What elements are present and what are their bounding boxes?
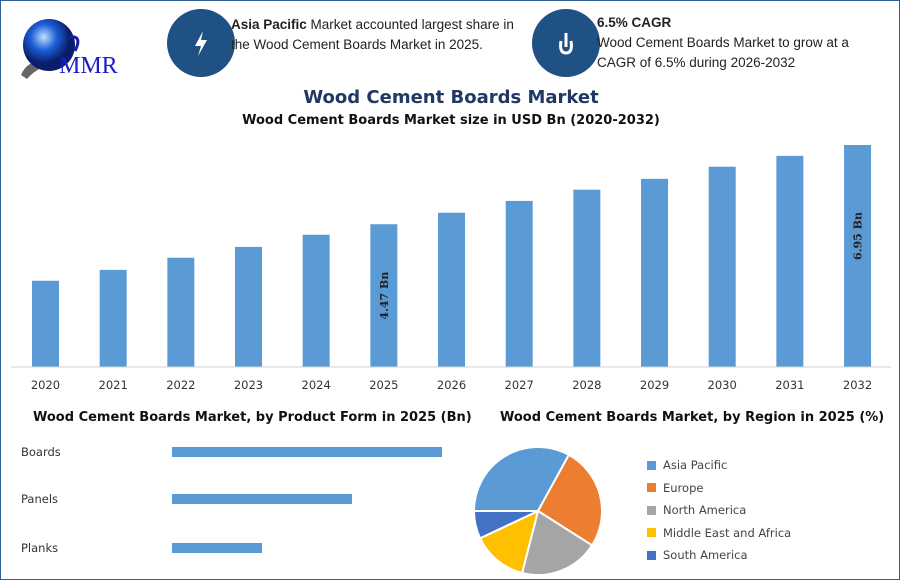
x-tick-label: 2021	[99, 378, 128, 392]
bar-2031	[776, 155, 804, 367]
bar-2029	[641, 178, 669, 367]
legend-item: Asia Pacific	[647, 458, 727, 472]
data-label: 6.95 Bn	[852, 212, 865, 260]
info1-text: Market accounted largest share in the Wo…	[231, 17, 514, 52]
bar-2028	[573, 189, 601, 367]
main-title: Wood Cement Boards Market	[303, 87, 599, 108]
category-label: Panels	[21, 492, 59, 506]
legend-item: Europe	[647, 481, 703, 495]
bar-boards	[172, 447, 442, 457]
x-tick-label: 2020	[31, 378, 60, 392]
legend-label: North America	[663, 503, 747, 517]
pie-slice-asia-pacific	[472, 446, 571, 512]
legend-swatch	[647, 483, 656, 492]
bar-2025	[370, 224, 398, 367]
legend-item: North America	[647, 503, 746, 517]
info-cagr: 6.5% CAGR Wood Cement Boards Market to g…	[597, 13, 887, 73]
legend-label: Asia Pacific	[663, 458, 728, 472]
legend-label: Europe	[663, 480, 704, 495]
market-size-bar-chart: 2020 2021 2022 2023 2024 2025 4.47 Bn 2026 2027 2…	[11, 145, 891, 392]
bar-2021	[99, 269, 127, 367]
legend-swatch	[647, 550, 656, 560]
category-label: Boards	[21, 445, 61, 459]
x-tick-label: 2023	[234, 378, 263, 392]
region-pie-chart	[472, 446, 603, 576]
x-tick-label: 2022	[166, 378, 195, 392]
pie-slice-middle-east-and-africa	[478, 509, 540, 575]
info-asia-pacific: Asia Pacific Market accounted largest sh…	[231, 15, 531, 55]
pie-slice-north-america	[520, 509, 594, 576]
info2-bold: 6.5% CAGR	[597, 15, 672, 30]
product-form-title: Wood Cement Boards Market, by Product Fo…	[33, 410, 472, 425]
bar-2023	[235, 246, 263, 367]
x-tick-label: 2031	[775, 378, 804, 392]
x-tick-label: 2027	[505, 378, 534, 392]
lightning-icon	[195, 31, 207, 56]
growth-icon-circle	[532, 9, 600, 77]
mmr-logo: MMR	[21, 19, 118, 79]
growth-icon	[559, 33, 573, 55]
legend-swatch	[647, 528, 656, 537]
bar-2026	[438, 212, 466, 367]
x-tick-label: 2032	[843, 378, 872, 392]
x-tick-label: 2026	[437, 378, 466, 392]
category-label: Planks	[21, 541, 59, 555]
x-tick-label: 2029	[640, 378, 669, 392]
bar-2022	[167, 257, 195, 367]
x-tick-label: 2024	[302, 378, 331, 392]
legend-label: South America	[663, 548, 748, 562]
legend-swatch	[647, 460, 656, 470]
lightning-icon-circle	[167, 9, 235, 77]
bar-2032	[844, 145, 872, 367]
info1-bold: Asia Pacific	[231, 17, 307, 32]
pie-slice-europe	[536, 453, 603, 547]
x-tick-label: 2030	[708, 378, 737, 392]
bar-planks	[172, 543, 263, 553]
x-tick-label: 2028	[572, 378, 601, 392]
bar-2027	[505, 200, 533, 367]
legend-item: Middle East and Africa	[647, 526, 791, 540]
pie-slice-south-america	[472, 510, 539, 540]
legend-swatch	[647, 505, 656, 515]
info2-text: Wood Cement Boards Market to grow at a C…	[597, 35, 849, 70]
x-tick-label: 2025	[369, 378, 398, 392]
bar-2024	[302, 234, 330, 367]
logo-text: MMR	[59, 53, 118, 79]
bar-2030	[708, 166, 736, 367]
data-label: 4.47 Bn	[378, 272, 391, 320]
bar-2020	[32, 280, 59, 367]
bar-chart-title: Wood Cement Boards Market size in USD Bn…	[242, 113, 660, 128]
legend-label: Middle East and Africa	[663, 525, 792, 540]
legend-item: South America	[647, 548, 748, 562]
bar-panels	[172, 494, 352, 504]
region-title: Wood Cement Boards Market, by Region in …	[500, 410, 885, 425]
